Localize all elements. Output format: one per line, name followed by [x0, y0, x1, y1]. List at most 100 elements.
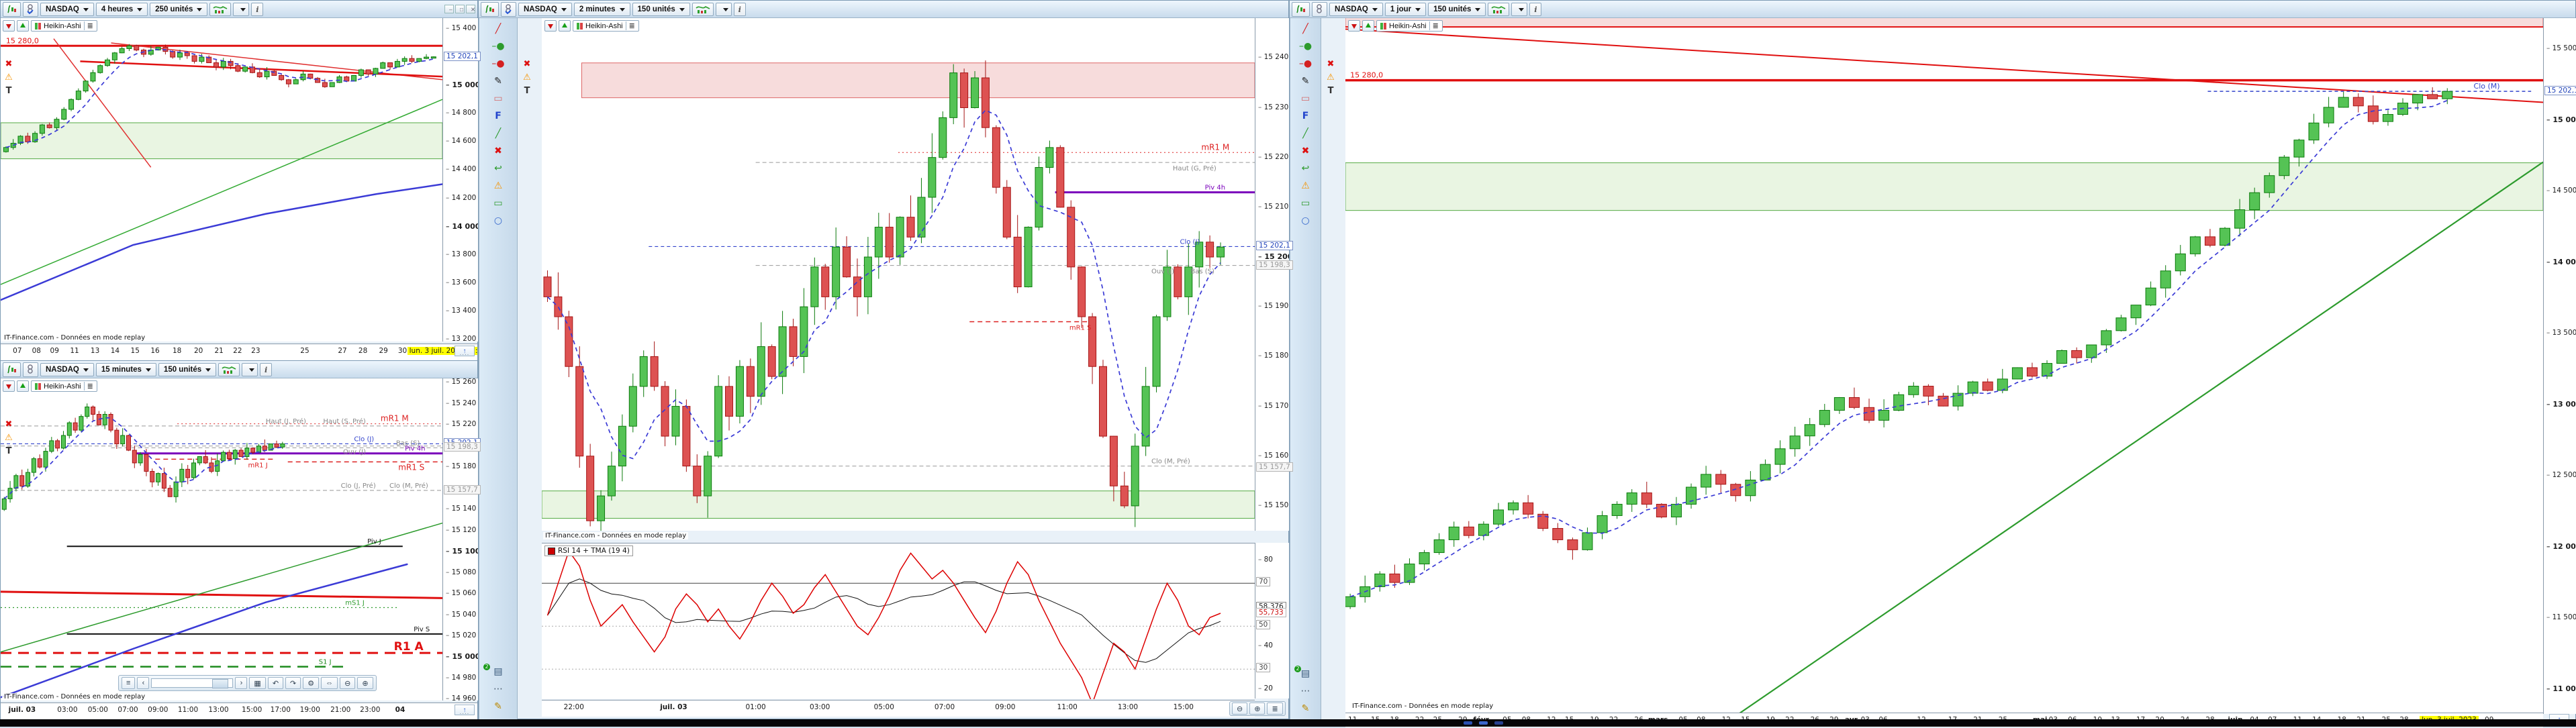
indicator-button[interactable]: Heikin-Ashi ≣	[31, 380, 97, 392]
undo-drawing-icon[interactable]: ↩	[1301, 163, 1310, 174]
redo-icon[interactable]: ↷	[285, 677, 301, 689]
symbol-select[interactable]: NASDAQ	[518, 2, 572, 16]
undo-icon[interactable]: ↶	[267, 677, 284, 689]
more-icon[interactable]: ⋯	[493, 684, 503, 694]
horizontal-line-icon[interactable]: –●	[491, 58, 505, 69]
horizontal-segment-icon[interactable]: –●	[491, 41, 505, 52]
indicator-button[interactable]: Heikin-Ashi ≣	[1376, 20, 1443, 32]
price-axis[interactable]: 15 400 15 000 14 800 14 600 14 400 14 200 14 0…	[442, 18, 481, 343]
green-zone-icon[interactable]: ▭	[1300, 198, 1310, 209]
instrument-icon[interactable]	[3, 1, 21, 17]
zoom-fit-icon[interactable]: ⇔	[321, 677, 338, 689]
units-select[interactable]: 250 unités	[150, 2, 208, 16]
rsi-plot[interactable]	[542, 543, 1255, 699]
close-icon[interactable]: ✖	[5, 419, 13, 429]
symbol-select[interactable]: NASDAQ	[1329, 2, 1383, 16]
horizontal-segment-icon[interactable]: –●	[1298, 41, 1313, 52]
axis-settings-button[interactable]: ↑	[455, 705, 475, 715]
info-button[interactable]: i	[1529, 2, 1542, 16]
pencil-icon[interactable]: ✎	[494, 76, 502, 87]
horizontal-line-icon[interactable]: –●	[1298, 58, 1313, 69]
alert-triangle-icon[interactable]: ⚠	[493, 180, 503, 191]
delete-drawing-icon[interactable]: ✖	[494, 146, 502, 156]
sell-button[interactable]	[544, 20, 557, 32]
time-axis[interactable]: juil. 03 03:00 05:00 07:00 09:00 11:00 13:00 15…	[1, 703, 477, 720]
scrollbar-track[interactable]	[151, 678, 234, 688]
chart-style-button[interactable]	[209, 2, 232, 16]
text-tool-icon[interactable]: T	[5, 446, 12, 456]
info-button[interactable]: i	[260, 362, 273, 376]
info-button[interactable]: i	[733, 2, 746, 16]
zoom-out-icon[interactable]: ⊖	[340, 677, 356, 689]
units-select[interactable]: 150 unités	[632, 2, 690, 16]
timeframe-select[interactable]: 15 minutes	[95, 362, 156, 376]
axis-settings-button[interactable]: ↑	[455, 346, 475, 356]
fibonacci-icon[interactable]: F	[1302, 111, 1309, 121]
candlestick-plot[interactable]: 15 280,0	[1, 18, 442, 342]
candlestick-plot[interactable]: mR1 M Haut (J, Pré) Haut (S, Pré) Clo (J) Ou…	[1, 378, 442, 700]
pencil-icon[interactable]: ✎	[1301, 76, 1310, 87]
candlestick-plot[interactable]: 15 280,0 Clo (M)	[1345, 18, 2543, 714]
warning-icon[interactable]: ⚠	[523, 72, 531, 83]
chart-style-more-button[interactable]	[242, 362, 258, 376]
undo-drawing-icon[interactable]: ↩	[494, 163, 502, 174]
info-button[interactable]: i	[251, 2, 264, 16]
price-axis[interactable]: 15 260 15 240 15 220 15 180 15 140 15 120 15 1…	[442, 378, 481, 703]
link-icon[interactable]	[501, 1, 516, 17]
buy-button[interactable]	[17, 20, 29, 32]
zoom-out-icon[interactable]: ⊖	[1232, 703, 1248, 715]
axis-options-icon[interactable]: ≣	[1267, 703, 1283, 715]
chart-style-button[interactable]	[1488, 2, 1510, 16]
buy-button[interactable]	[559, 20, 571, 32]
units-select[interactable]: 150 unités	[1428, 2, 1486, 16]
fibonacci-icon[interactable]: F	[495, 111, 502, 121]
close-icon[interactable]: ✖	[523, 59, 531, 69]
symbol-select[interactable]: NASDAQ	[40, 362, 94, 376]
zone-icon[interactable]: ▭	[1300, 93, 1310, 104]
symbol-select[interactable]: NASDAQ	[40, 2, 94, 16]
calendar-icon[interactable]: ▦	[249, 677, 266, 689]
link-icon[interactable]	[23, 362, 38, 377]
rsi-indicator-label[interactable]: RSI 14 + TMA (19 4)	[544, 545, 633, 556]
text-tool-icon[interactable]: T	[524, 86, 530, 96]
sell-button[interactable]	[1348, 20, 1360, 32]
scroll-left-button[interactable]: ‹	[137, 677, 150, 689]
ellipse-icon[interactable]: ○	[1301, 215, 1310, 226]
trendline-icon[interactable]: ╱	[1302, 23, 1308, 34]
link-icon[interactable]	[23, 1, 38, 17]
green-trendline-icon[interactable]: ╱	[495, 128, 502, 139]
buy-button[interactable]	[17, 380, 29, 392]
delete-drawing-icon[interactable]: ✖	[1301, 146, 1310, 156]
indicator-button[interactable]: Heikin-Ashi ≣	[31, 20, 97, 32]
annotate-icon[interactable]: ✎	[1301, 703, 1310, 714]
green-trendline-icon[interactable]: ╱	[1302, 128, 1308, 139]
warning-icon[interactable]: ⚠	[5, 72, 13, 83]
trendline-icon[interactable]: ╱	[495, 23, 502, 34]
maximize-button[interactable]: □	[455, 5, 465, 13]
timeframe-select[interactable]: 4 heures	[95, 2, 148, 16]
sell-button[interactable]	[3, 20, 15, 32]
ellipse-icon[interactable]: ○	[493, 215, 503, 226]
green-zone-icon[interactable]: ▭	[493, 198, 503, 209]
annotate-icon[interactable]: ✎	[494, 701, 502, 712]
units-select[interactable]: 150 unités	[158, 362, 217, 376]
text-tool-icon[interactable]: T	[1327, 86, 1334, 96]
settings-icon[interactable]: ⚙	[303, 677, 320, 689]
alert-triangle-icon[interactable]: ⚠	[1301, 180, 1310, 191]
scroll-right-button[interactable]: ›	[235, 677, 248, 689]
chart-style-button[interactable]	[218, 362, 240, 376]
documents-icon[interactable]: ▤ 2	[479, 664, 517, 677]
scrollbar-thumb[interactable]	[212, 679, 229, 688]
warning-icon[interactable]: ⚠	[5, 433, 13, 443]
buy-button[interactable]	[1362, 20, 1374, 32]
more-icon[interactable]: ⋯	[1300, 686, 1310, 696]
instrument-icon[interactable]	[1292, 1, 1310, 17]
minimize-button[interactable]: –	[444, 5, 454, 13]
close-icon[interactable]: ✖	[1327, 59, 1335, 69]
warning-icon[interactable]: ⚠	[1327, 72, 1335, 83]
zoom-in-icon[interactable]: ⊕	[357, 677, 373, 689]
chart-style-more-button[interactable]	[233, 2, 250, 16]
close-button[interactable]: ✕	[466, 5, 475, 13]
time-axis[interactable]: 07 08 09 11 13 14 15 16 18 20 21 22 23 25 27 28 29 30 lun.…	[1, 344, 477, 361]
